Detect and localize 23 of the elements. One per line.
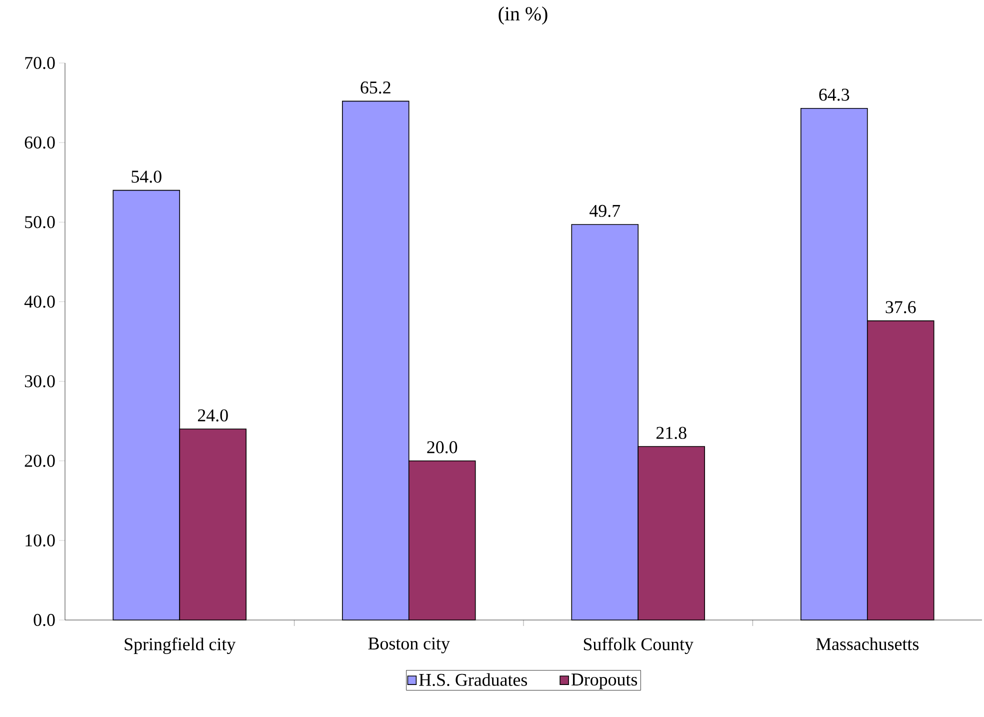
x-tick-label: Massachusetts	[816, 638, 919, 650]
y-tick-label: 0.0	[34, 614, 55, 626]
y-tick-label: 50.0	[25, 216, 55, 228]
data-label: 54.0	[132, 170, 162, 183]
x-tick-label: Suffolk County	[584, 638, 694, 654]
legend-label: H.S. Graduates	[419, 673, 528, 686]
data-label: 20.0	[427, 441, 458, 454]
y-tick-label: 20.0	[24, 454, 55, 467]
legend-label: Dropouts	[571, 674, 638, 690]
data-label: 21.8	[656, 426, 686, 440]
y-tick-label: 30.0	[24, 375, 55, 388]
data-label: 64.3	[819, 88, 850, 101]
chart-title: (in %)	[498, 6, 548, 25]
data-label: 37.6	[886, 301, 916, 314]
y-tick-label: 60.0	[24, 136, 55, 149]
data-label: 65.2	[360, 82, 390, 94]
data-label: 24.0	[198, 409, 228, 422]
y-tick-label: 10.0	[26, 534, 55, 547]
y-tick-label: 40.0	[24, 296, 55, 308]
x-tick-label: Springfield city	[124, 638, 236, 654]
x-tick-label: Boston city	[368, 638, 450, 654]
y-tick-label: 70.0	[25, 56, 55, 70]
data-label: 49.7	[590, 204, 620, 218]
